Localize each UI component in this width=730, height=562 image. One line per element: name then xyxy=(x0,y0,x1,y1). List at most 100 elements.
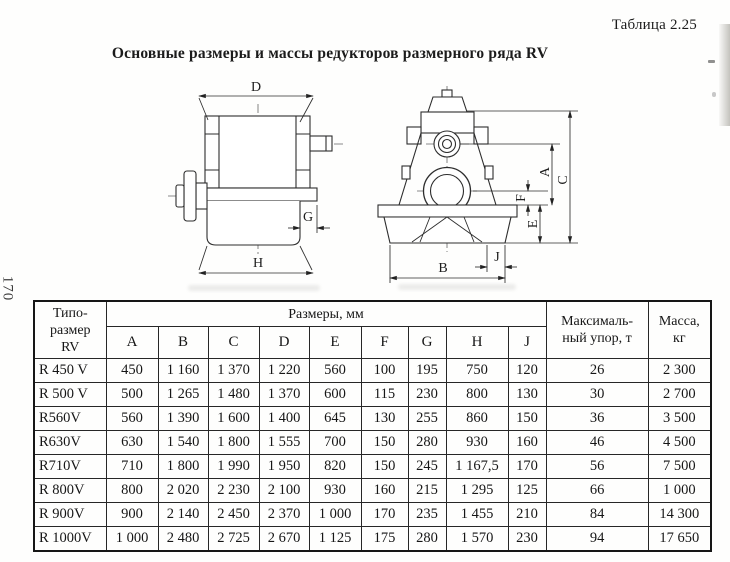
header-line: RV xyxy=(61,339,80,355)
value-cell: 930 xyxy=(308,478,362,503)
type-size-cell: R 900V xyxy=(33,502,107,527)
col-header-b: B xyxy=(157,326,209,359)
header-line: кг xyxy=(673,331,686,346)
value-cell: 1 540 xyxy=(157,430,209,455)
value-cell: 1 600 xyxy=(207,406,260,431)
dim-label-f: F xyxy=(514,194,529,202)
value-cell: 2 700 xyxy=(647,382,712,407)
value-cell: 26 xyxy=(545,358,649,383)
value-cell: 1 265 xyxy=(157,382,209,407)
value-cell: 1 800 xyxy=(157,454,209,479)
value-cell: 14 300 xyxy=(647,502,712,527)
value-cell: 1 990 xyxy=(207,454,260,479)
value-cell: 210 xyxy=(507,502,547,527)
value-cell: 7 500 xyxy=(647,454,712,479)
header-line: Типо- xyxy=(52,305,88,321)
value-cell: 2 480 xyxy=(157,526,209,552)
dim-label-d: D xyxy=(251,80,261,95)
value-cell: 860 xyxy=(445,406,509,431)
value-cell: 195 xyxy=(407,358,447,383)
value-cell: 2 370 xyxy=(258,502,310,527)
value-cell: 1 295 xyxy=(445,478,509,503)
value-cell: 900 xyxy=(105,502,159,527)
col-header-a: A xyxy=(105,326,159,359)
col-header-e: E xyxy=(308,326,362,359)
value-cell: 450 xyxy=(105,358,159,383)
value-cell: 150 xyxy=(360,454,409,479)
value-cell: 84 xyxy=(545,502,649,527)
scan-smudge xyxy=(398,284,516,290)
table-body: R 450 V 450 1 160 1 370 1 220 560 100 195 750 120… xyxy=(33,358,712,552)
value-cell: 1 370 xyxy=(207,358,260,383)
value-cell: 560 xyxy=(105,406,159,431)
dim-label-c: C xyxy=(556,175,571,184)
type-size-cell: R 500 V xyxy=(33,382,107,407)
adjacent-page-edge xyxy=(719,24,730,126)
header-line: размер xyxy=(49,322,91,338)
value-cell: 1 390 xyxy=(157,406,209,431)
value-cell: 30 xyxy=(545,382,649,407)
value-cell: 1 167,5 xyxy=(445,454,509,479)
value-cell: 170 xyxy=(507,454,547,479)
value-cell: 100 xyxy=(360,358,409,383)
value-cell: 2 100 xyxy=(258,478,310,503)
col-header-c: C xyxy=(207,326,260,359)
value-cell: 800 xyxy=(105,478,159,503)
value-cell: 4 500 xyxy=(647,430,712,455)
value-cell: 160 xyxy=(360,478,409,503)
value-cell: 2 230 xyxy=(207,478,260,503)
value-cell: 170 xyxy=(360,502,409,527)
value-cell: 150 xyxy=(360,430,409,455)
value-cell: 2 450 xyxy=(207,502,260,527)
value-cell: 1 125 xyxy=(308,526,362,552)
value-cell: 1 400 xyxy=(258,406,310,431)
value-cell: 36 xyxy=(545,406,649,431)
value-cell: 800 xyxy=(445,382,509,407)
type-size-cell: R560V xyxy=(33,406,107,431)
scan-artifact xyxy=(708,60,715,63)
value-cell: 230 xyxy=(407,382,447,407)
dim-label-e: E xyxy=(526,220,541,229)
header-line: ный упор, т xyxy=(562,331,632,346)
value-cell: 56 xyxy=(545,454,649,479)
col-header-f: F xyxy=(360,326,409,359)
type-size-cell: R630V xyxy=(33,430,107,455)
col-header-d: D xyxy=(258,326,310,359)
table-row: R 800V 800 2 020 2 230 2 100 930 160 215 1 295 12… xyxy=(33,478,712,503)
value-cell: 1 570 xyxy=(445,526,509,552)
value-cell: 2 140 xyxy=(157,502,209,527)
value-cell: 94 xyxy=(545,526,649,552)
value-cell: 645 xyxy=(308,406,362,431)
value-cell: 46 xyxy=(545,430,649,455)
value-cell: 1 160 xyxy=(157,358,209,383)
col-header-j: J xyxy=(507,326,547,359)
value-cell: 630 xyxy=(105,430,159,455)
type-size-cell: R 450 V xyxy=(33,358,107,383)
value-cell: 130 xyxy=(360,406,409,431)
dim-label-j: J xyxy=(494,250,500,265)
page-number: 170 xyxy=(0,275,16,302)
value-cell: 160 xyxy=(507,430,547,455)
value-cell: 150 xyxy=(507,406,547,431)
scan-smudge xyxy=(188,285,320,291)
table-row: R710V 710 1 800 1 990 1 950 820 150 245 1 167,5 1… xyxy=(33,454,712,479)
value-cell: 125 xyxy=(507,478,547,503)
col-header-g: G xyxy=(407,326,447,359)
col-header-max-thrust: Максималь- ный упор, т xyxy=(545,300,649,359)
table-row: R 500 V 500 1 265 1 480 1 370 600 115 230 800 130… xyxy=(33,382,712,407)
dim-label-g: G xyxy=(303,210,313,225)
table-row: R 900V 900 2 140 2 450 2 370 1 000 170 235 1 455… xyxy=(33,502,712,527)
value-cell: 3 500 xyxy=(647,406,712,431)
value-cell: 230 xyxy=(507,526,547,552)
col-header-h: H xyxy=(445,326,509,359)
dimensions-table: Типо- размер RV Размеры, мм Максималь- н… xyxy=(33,300,713,552)
table-row: R 1000V 1 000 2 480 2 725 2 670 1 125 175 280 1 … xyxy=(33,526,712,552)
value-cell: 1 000 xyxy=(647,478,712,503)
dim-label-a: A xyxy=(538,166,553,177)
value-cell: 1 480 xyxy=(207,382,260,407)
table-row: R560V 560 1 390 1 600 1 400 645 130 255 860 150 36… xyxy=(33,406,712,431)
table-number-label: Таблица 2.25 xyxy=(611,17,697,33)
header-line: Масса, xyxy=(658,314,700,329)
value-cell: 1 000 xyxy=(105,526,159,552)
